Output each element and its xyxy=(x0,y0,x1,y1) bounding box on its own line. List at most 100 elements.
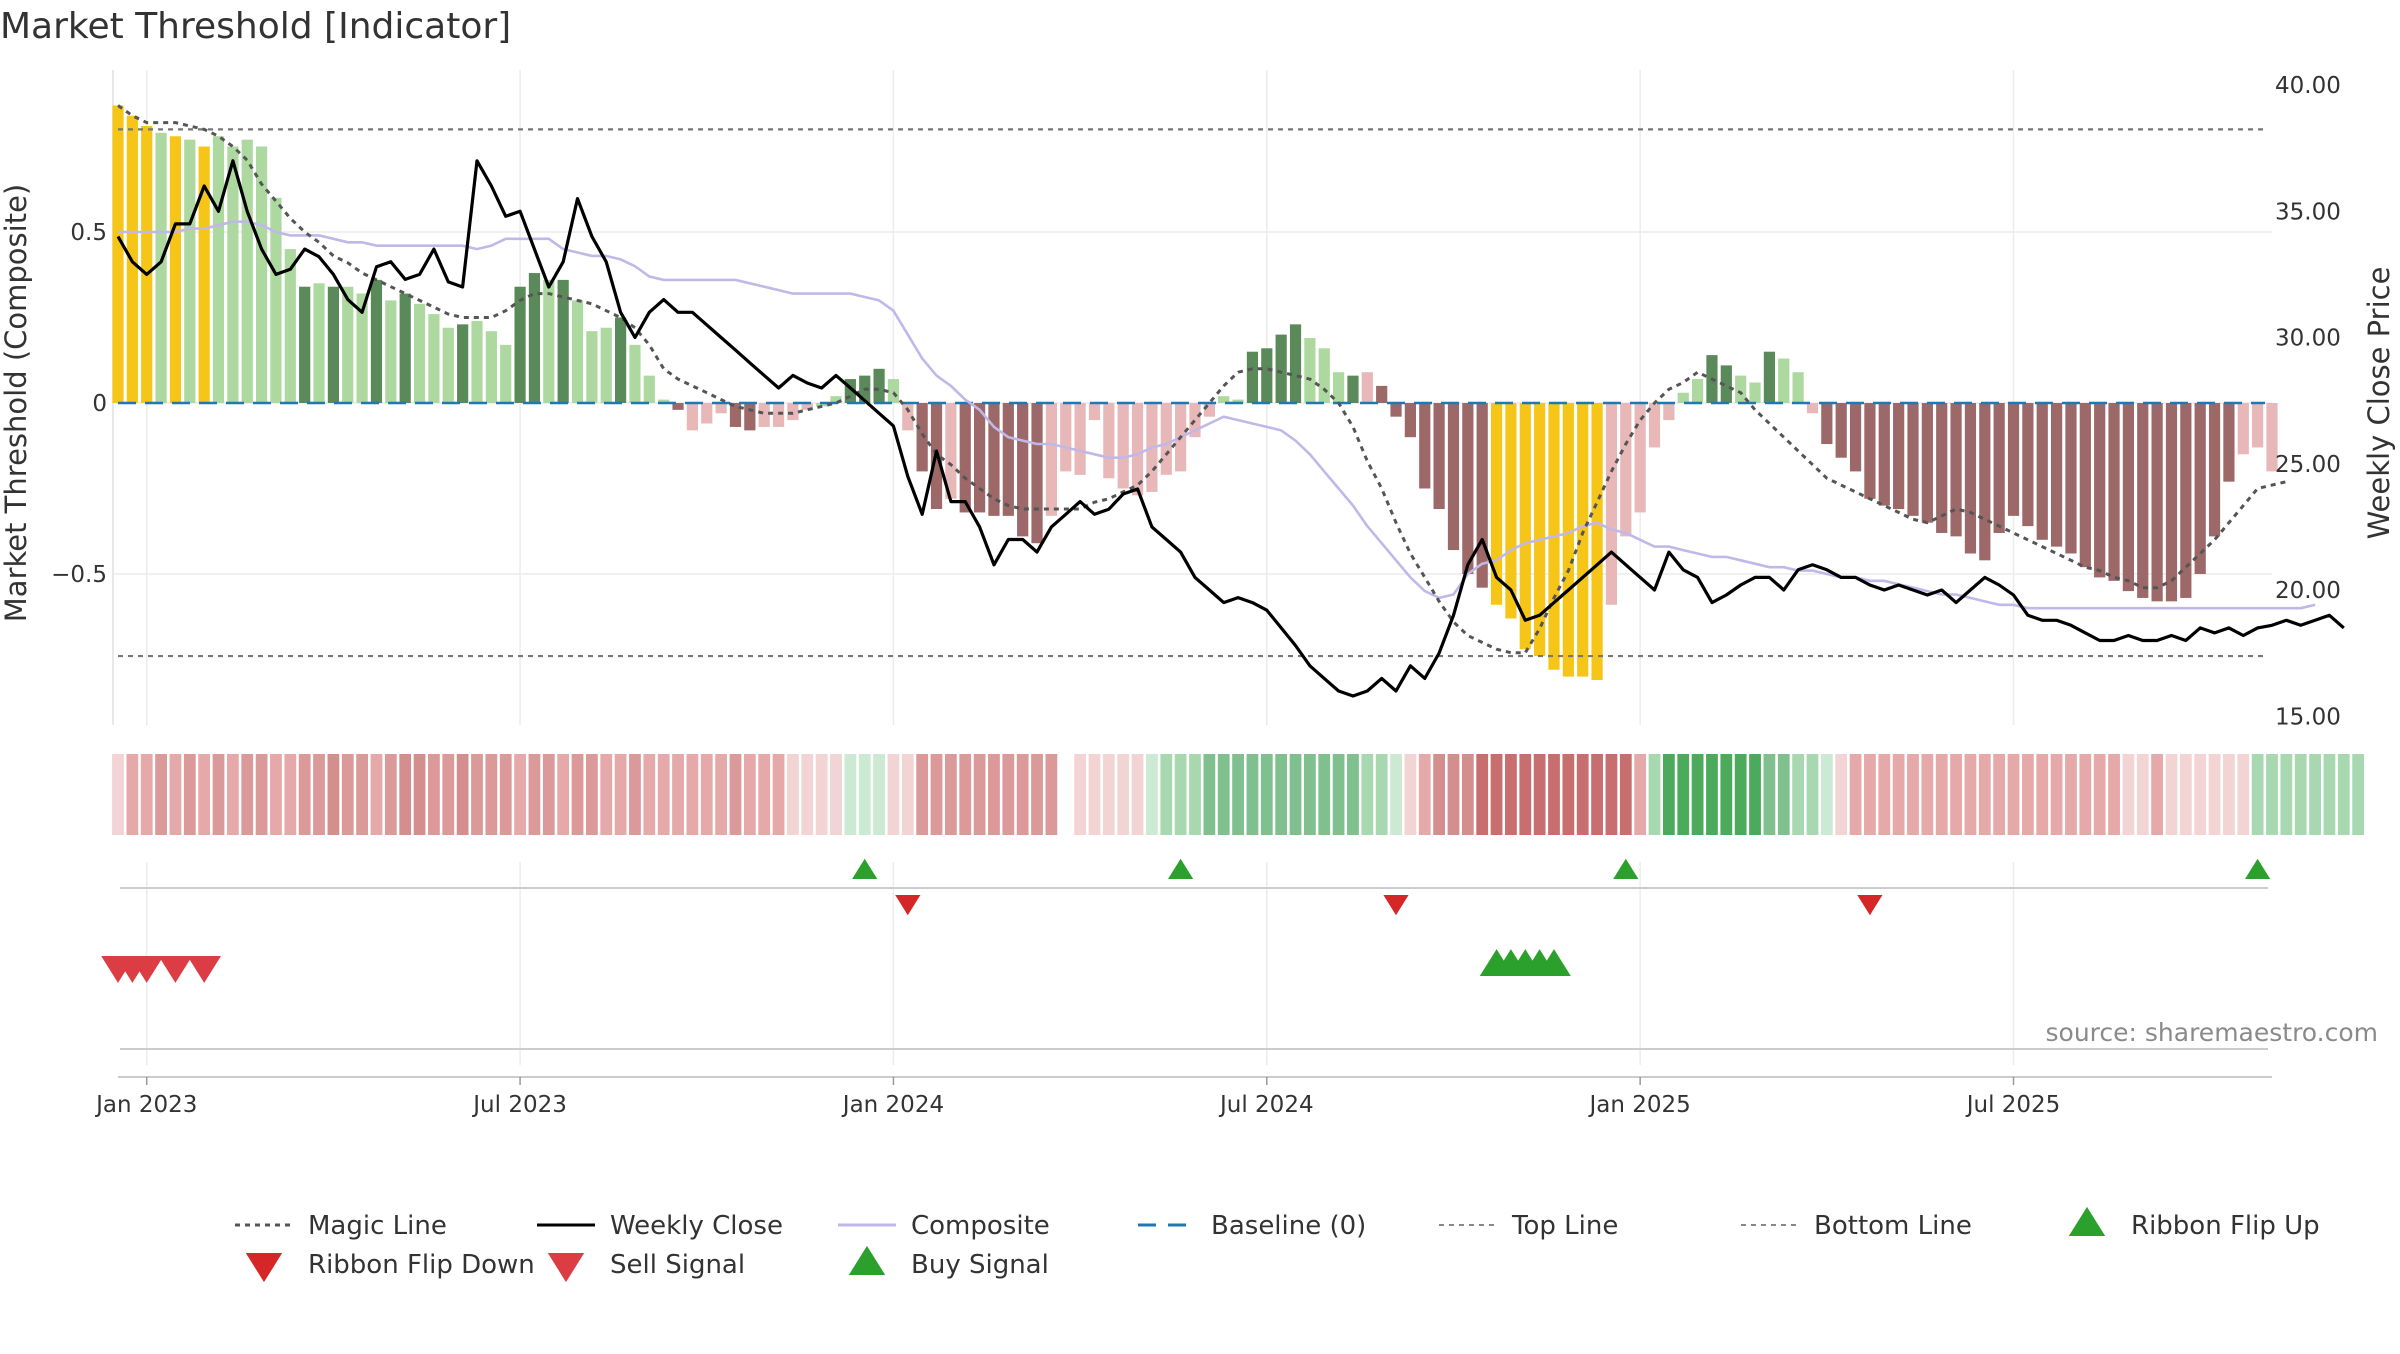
composite-bar xyxy=(1849,403,1862,472)
composite-bar xyxy=(1964,403,1977,554)
legend-label: Sell Signal xyxy=(610,1250,745,1280)
composite-bar xyxy=(571,300,584,403)
composite-bar xyxy=(1404,403,1417,438)
composite-bar xyxy=(1103,403,1115,479)
ribbon-cell xyxy=(155,754,167,835)
composite-bar xyxy=(1189,403,1201,438)
ribbon-cell xyxy=(2108,754,2120,835)
ribbon-cell xyxy=(442,754,455,835)
composite-bar xyxy=(973,403,986,513)
ribbon-cell xyxy=(284,754,297,835)
x-axis: Jan 2023 Jul 2023 Jan 2024 Jul 2024 Jan 2025… xyxy=(94,1076,2272,1118)
composite-bar xyxy=(227,146,239,403)
composite-bar xyxy=(1390,403,1402,417)
legend-label: Ribbon Flip Down xyxy=(308,1250,535,1280)
ribbon-cell xyxy=(1461,754,1474,835)
composite-bar xyxy=(2266,403,2278,472)
ribbon-cell xyxy=(1763,754,1776,835)
legend-item: Ribbon Flip Down xyxy=(245,1250,535,1283)
composite-bar xyxy=(1447,403,1460,551)
composite-bar xyxy=(2151,403,2163,602)
composite-bar xyxy=(1878,403,1890,506)
composite-bar xyxy=(1232,399,1244,403)
ribbon-cell xyxy=(715,754,728,835)
ribbon-cell xyxy=(255,754,268,835)
composite-bar xyxy=(873,368,885,403)
ribbon-cell xyxy=(241,754,254,835)
legend-label: Composite xyxy=(911,1211,1050,1241)
composite-bar xyxy=(1663,403,1675,421)
composite-bar xyxy=(2050,403,2063,547)
ribbon-cell xyxy=(2079,754,2092,835)
composite-bar xyxy=(1433,403,1445,510)
ribbon-cell xyxy=(858,754,871,835)
ribbon-flip-down-marker xyxy=(895,895,921,916)
ribbon-cell xyxy=(456,754,469,835)
composite-bar xyxy=(715,403,727,414)
ribbon-cell xyxy=(1289,754,1302,835)
composite-bar xyxy=(629,344,641,403)
ribbon-cell xyxy=(2165,754,2178,835)
ribbon-cell xyxy=(183,754,196,835)
ribbon-cell xyxy=(1892,754,1905,835)
ribbon-cell xyxy=(1519,754,1532,835)
ribbon-cell xyxy=(169,754,182,835)
ribbon-cell xyxy=(370,754,383,835)
composite-bar xyxy=(1735,375,1747,403)
composite-bar xyxy=(169,136,182,404)
composite-bar xyxy=(1835,403,1847,458)
ribbon-cell xyxy=(1978,754,1991,835)
composite-bar xyxy=(270,197,282,403)
composite-bar xyxy=(1778,358,1790,403)
ribbon-cell xyxy=(1662,754,1675,835)
ribbon-cell xyxy=(758,754,771,835)
composite-bar xyxy=(1318,348,1330,403)
composite-bar xyxy=(600,327,612,403)
ribbon-cell xyxy=(772,754,785,835)
ribbon-cell xyxy=(2151,754,2164,835)
magic-line xyxy=(117,104,2287,655)
composite-bar xyxy=(1864,403,1876,499)
composite-bar xyxy=(916,403,928,472)
weekly-close-line xyxy=(116,159,2345,698)
ribbon-cell xyxy=(2237,754,2250,835)
composite-bar xyxy=(184,139,196,403)
composite-bar xyxy=(1763,351,1776,403)
composite-bar xyxy=(1017,403,1029,537)
ribbon-cell xyxy=(1677,754,1690,835)
composite-bar xyxy=(1677,392,1689,403)
composite-bar xyxy=(284,249,296,403)
ribbon-cell xyxy=(1950,754,1962,835)
ribbon-cell xyxy=(2323,754,2336,835)
chart-title: Market Threshold [Indicator] xyxy=(0,6,511,47)
ribbon-cell xyxy=(528,754,541,835)
composite-bar xyxy=(155,132,167,403)
composite-bar xyxy=(902,403,914,431)
ribbon-cell xyxy=(700,754,713,835)
legend-swatch xyxy=(245,1253,283,1283)
composite-bar xyxy=(2237,403,2249,455)
ribbon-cell xyxy=(1935,754,1948,835)
composite-bar xyxy=(112,105,124,404)
legend-label: Top Line xyxy=(1511,1211,1618,1241)
ribbon-cell xyxy=(112,754,124,835)
ribbon-cell xyxy=(1217,754,1230,835)
ribbon-cell xyxy=(2007,754,2020,835)
composite-bar xyxy=(1088,403,1101,421)
sell-signal-marker xyxy=(187,956,221,983)
ribbon-cell xyxy=(198,754,211,835)
ribbon-cell xyxy=(2294,754,2307,835)
composite-bar xyxy=(528,273,541,403)
composite-bar xyxy=(772,403,785,427)
composite-bar xyxy=(514,286,526,403)
ribbon-cell xyxy=(1031,754,1043,835)
legend-swatch xyxy=(547,1253,585,1283)
composite-bar xyxy=(1060,403,1072,472)
composite-bar xyxy=(1462,403,1474,574)
legend-swatch xyxy=(2068,1206,2106,1236)
composite-bar xyxy=(1117,403,1129,489)
ribbon-cell xyxy=(1921,754,1934,835)
composite-bar xyxy=(2122,403,2135,592)
ribbon-cell xyxy=(499,754,512,835)
ribbon-cell xyxy=(1835,754,1848,835)
